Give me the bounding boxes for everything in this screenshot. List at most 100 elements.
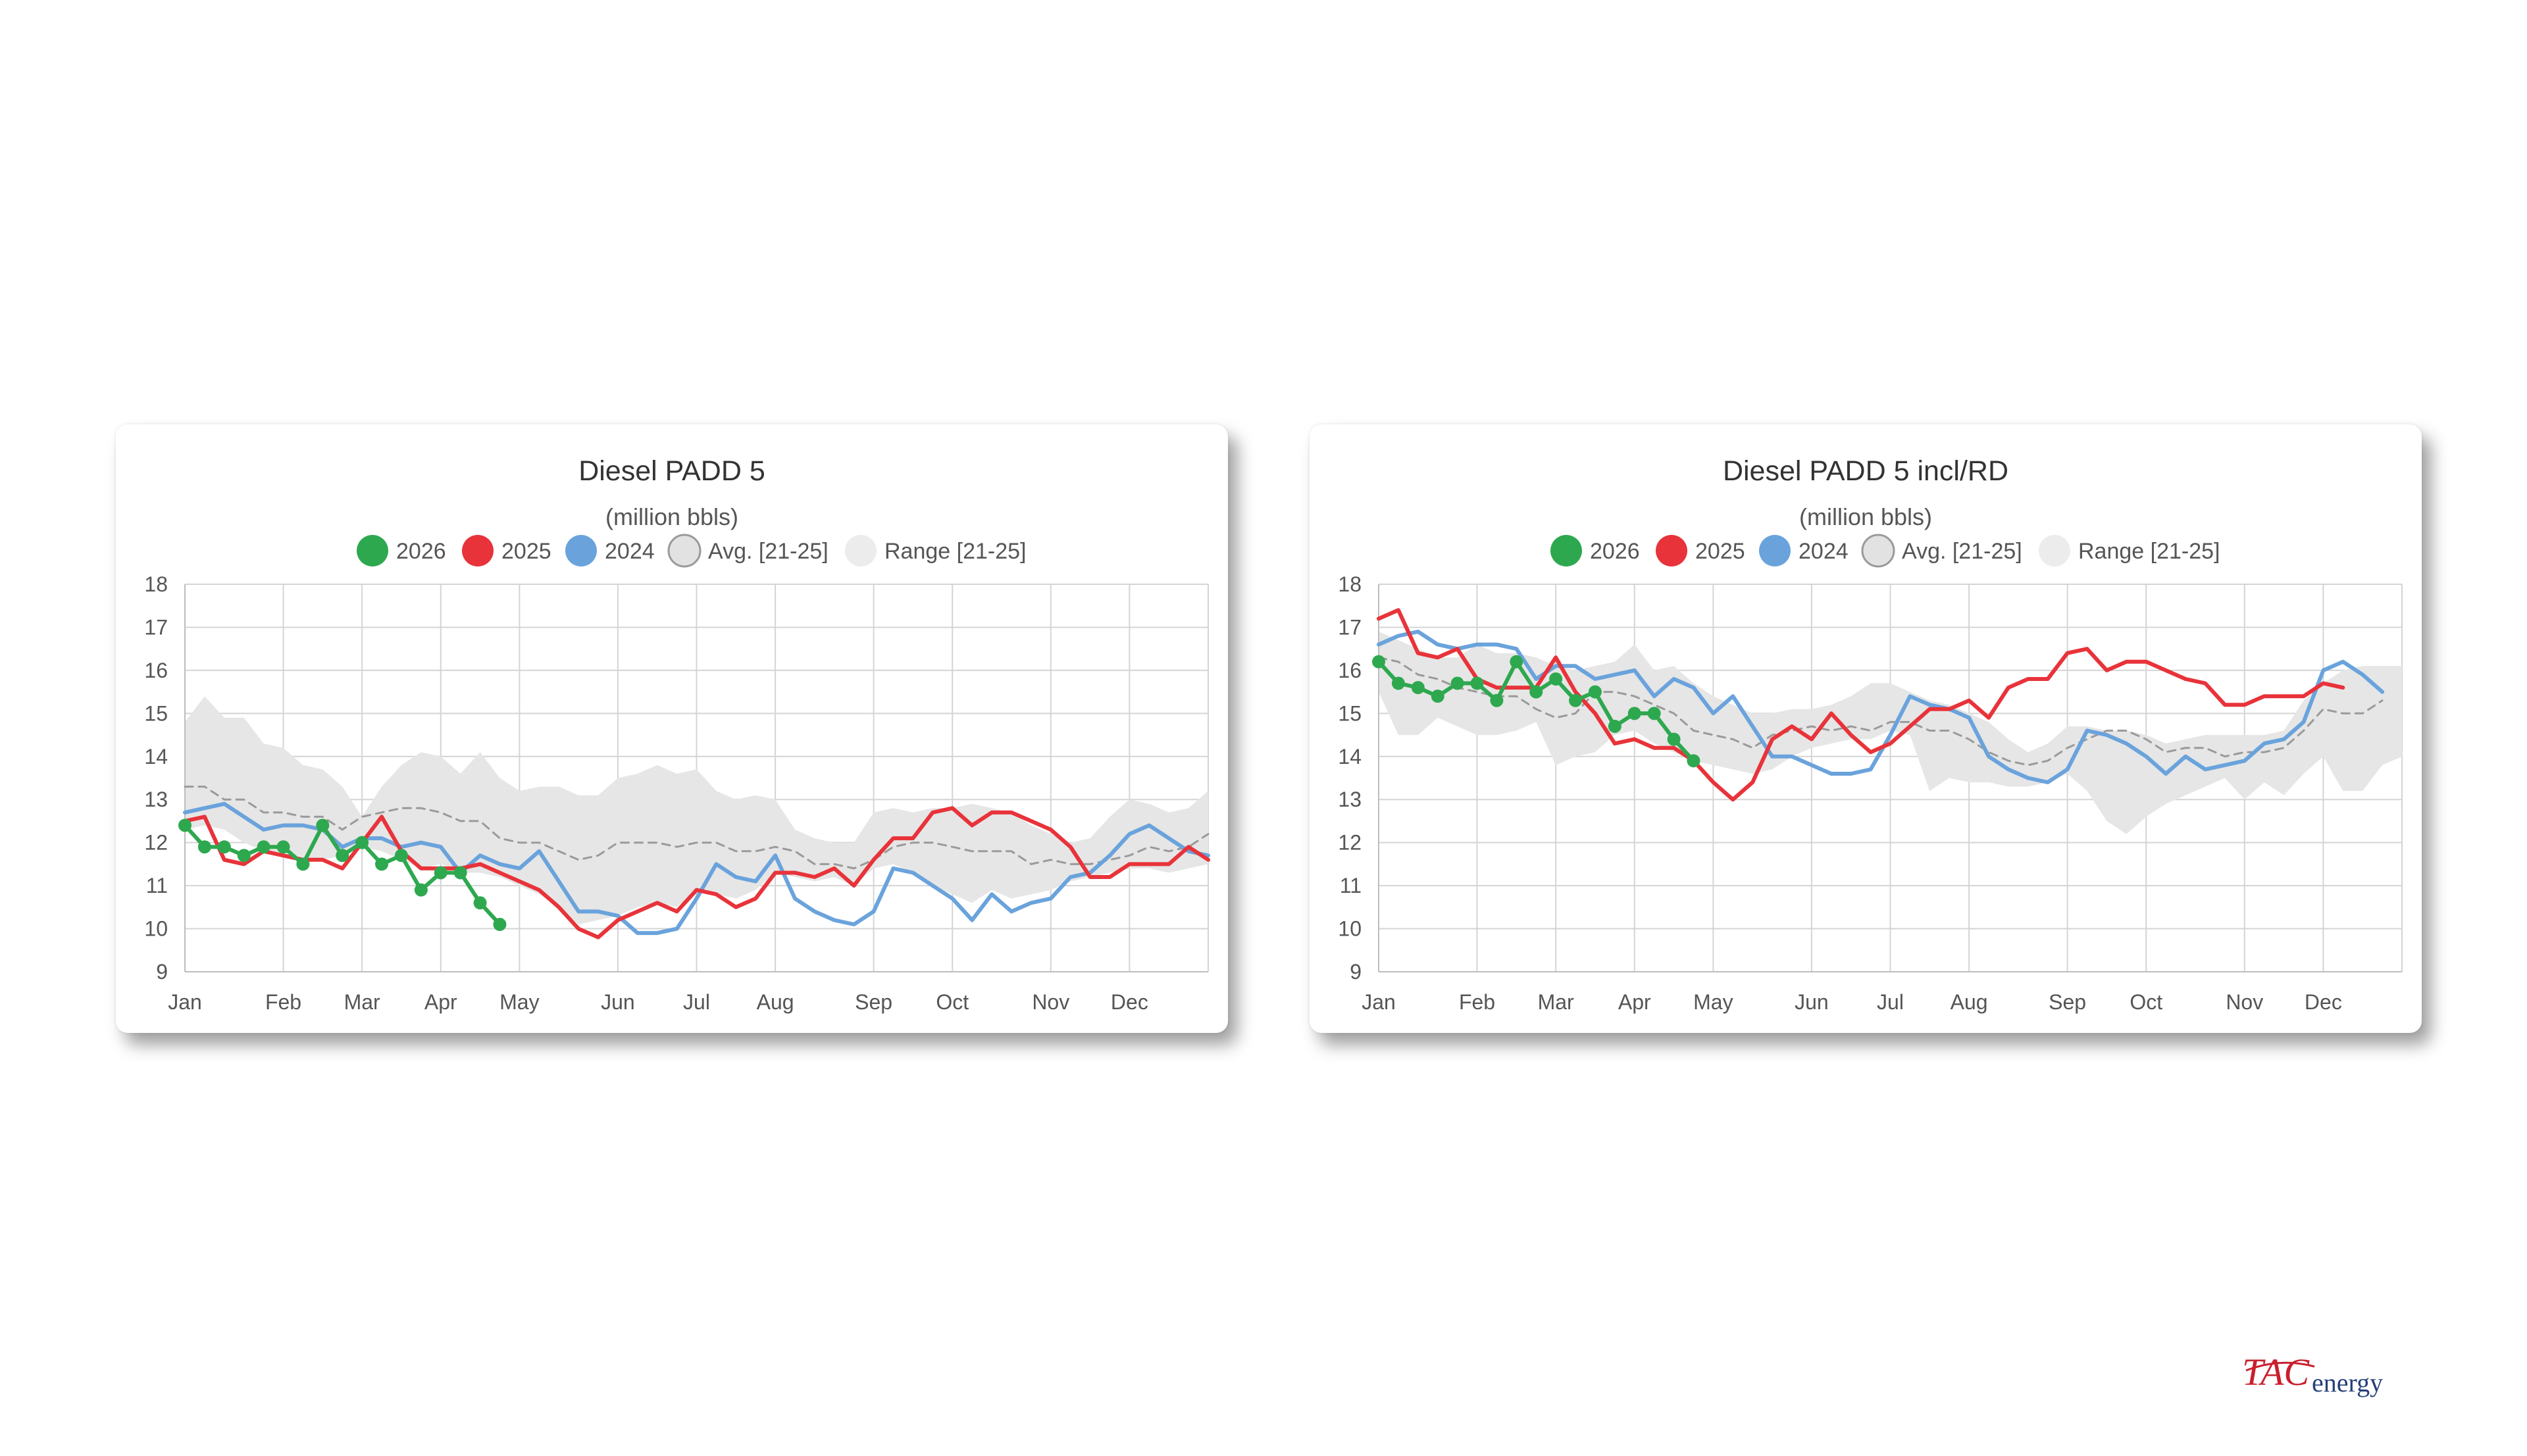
chart-title: Diesel PADD 5 incl/RD [1723, 455, 2008, 487]
y-tick-label: 17 [1338, 615, 1362, 639]
data-point-y2026 [217, 840, 231, 854]
series-line-y2025 [1377, 608, 2345, 802]
y-tick-label: 18 [144, 572, 168, 596]
legend-label-y2026: 2026 [1590, 539, 1640, 564]
x-tick-labels: Jan Feb Mar Apr May Jun Jul Aug Sep Oct Nov Dec [1362, 990, 2342, 1014]
x-tick-label: Mar [1538, 990, 1574, 1014]
legend-label-avg: Avg. [21-25] [1902, 539, 2022, 564]
tac-energy-logo: TAC energy [2242, 1352, 2383, 1397]
y-tick-labels: 9 10 11 12 13 14 15 16 17 18 [1338, 572, 1362, 984]
y-tick-label: 10 [144, 917, 168, 941]
data-point-y2026 [197, 840, 211, 854]
data-point-y2026 [355, 836, 369, 849]
chart-diesel-padd5: Diesel PADD 5 (million bbls) 2026 2025 2024 A… [144, 455, 1210, 1014]
y-tick-label: 17 [144, 615, 168, 639]
logo-tac: TAC [2242, 1352, 2310, 1393]
legend-swatch-range [2039, 535, 2070, 566]
series-y2025 [1377, 608, 2345, 802]
series-line-y2025 [183, 806, 1210, 940]
legend-item-range: Range [21-25] [2039, 535, 2220, 566]
y-tick-label: 9 [156, 960, 168, 984]
series-y2024 [183, 801, 1210, 936]
legend-swatch-y2025 [462, 535, 494, 566]
x-tick-label: Jul [1877, 990, 1904, 1014]
data-point-y2026 [453, 866, 467, 880]
chart-subtitle: (million bbls) [605, 503, 738, 530]
logo-swoosh [2245, 1361, 2315, 1372]
data-point-y2026 [1529, 685, 1543, 699]
legend-item-y2025: 2025 [462, 535, 551, 566]
series-y2026 [178, 818, 507, 932]
legend-label-avg: Avg. [21-25] [708, 539, 829, 564]
x-tick-label: Apr [1618, 990, 1651, 1014]
series-range-band [1379, 632, 2402, 834]
legend-item-avg: Avg. [21-25] [667, 534, 829, 568]
y-tick-label: 11 [146, 874, 168, 897]
legend-label-range: Range [21-25] [884, 539, 1027, 564]
series-y2025 [183, 806, 1210, 940]
legend-swatch-y2024 [1759, 535, 1791, 566]
legend-label-y2025: 2025 [501, 539, 551, 564]
x-tick-label: Feb [265, 990, 301, 1014]
series-range-band [185, 696, 1208, 924]
data-point-y2026 [1588, 685, 1602, 699]
legend-item-y2026: 2026 [357, 535, 446, 566]
y-tick-label: 18 [1338, 572, 1362, 596]
data-point-y2026 [276, 840, 290, 854]
legend-swatch-avg [1861, 534, 1895, 568]
legend-item-range: Range [21-25] [845, 535, 1027, 566]
series-avg [184, 786, 1210, 870]
legend-swatch-y2026 [1550, 535, 1582, 566]
data-point-y2026 [1450, 676, 1464, 690]
data-point-y2026 [414, 883, 428, 897]
legend-label-y2026: 2026 [396, 539, 446, 564]
x-tick-label: Jan [168, 990, 202, 1014]
data-point-y2026 [178, 818, 191, 832]
data-point-y2026 [316, 818, 330, 832]
x-tick-label: May [1693, 990, 1733, 1014]
y-tick-label: 13 [144, 788, 168, 811]
chart-title: Diesel PADD 5 [578, 455, 765, 487]
x-tick-label: May [499, 990, 539, 1014]
series-avg [1377, 656, 2384, 766]
legend-swatch-range [845, 535, 877, 566]
legend-swatch-y2026 [357, 535, 388, 566]
legend-swatch-avg [667, 534, 702, 568]
data-point-y2026 [1391, 676, 1405, 690]
legend-label-y2025: 2025 [1695, 539, 1745, 564]
x-tick-label: Feb [1459, 990, 1495, 1014]
legend-item-y2025: 2025 [1656, 535, 1745, 566]
y-tick-label: 12 [1338, 831, 1362, 855]
data-point-y2026 [1411, 681, 1425, 695]
y-tick-label: 12 [144, 831, 168, 855]
data-point-y2026 [473, 896, 487, 910]
x-tick-label: Aug [1951, 990, 1988, 1014]
y-tick-label: 10 [1338, 917, 1362, 941]
data-point-y2026 [1569, 693, 1583, 707]
series-line-avg [184, 786, 1210, 870]
data-point-y2026 [1490, 693, 1504, 707]
x-tick-label: Apr [424, 990, 457, 1014]
legend-item-y2024: 2024 [565, 535, 655, 566]
y-tick-label: 11 [1340, 874, 1362, 897]
data-point-y2026 [1372, 655, 1385, 668]
legend-label-range: Range [21-25] [2078, 539, 2220, 564]
x-tick-label: Sep [2049, 990, 2086, 1014]
data-point-y2026 [1549, 672, 1563, 686]
legend-label-y2024: 2024 [1799, 539, 1849, 564]
series-line-avg [1377, 656, 2384, 766]
data-point-y2026 [1627, 707, 1641, 720]
data-point-y2026 [493, 918, 507, 932]
series-y2026 [1372, 655, 1700, 768]
data-point-y2026 [237, 849, 251, 863]
x-tick-label: Oct [936, 990, 969, 1014]
x-tick-label: Aug [757, 990, 794, 1014]
data-point-y2026 [257, 840, 270, 854]
data-point-y2026 [394, 849, 408, 863]
x-tick-label: Dec [1111, 990, 1148, 1014]
data-point-y2026 [375, 857, 389, 871]
legend-swatch-y2024 [565, 535, 597, 566]
y-tick-label: 14 [1338, 745, 1362, 768]
x-tick-label: Jul [683, 990, 710, 1014]
x-tick-label: Jun [1795, 990, 1829, 1014]
